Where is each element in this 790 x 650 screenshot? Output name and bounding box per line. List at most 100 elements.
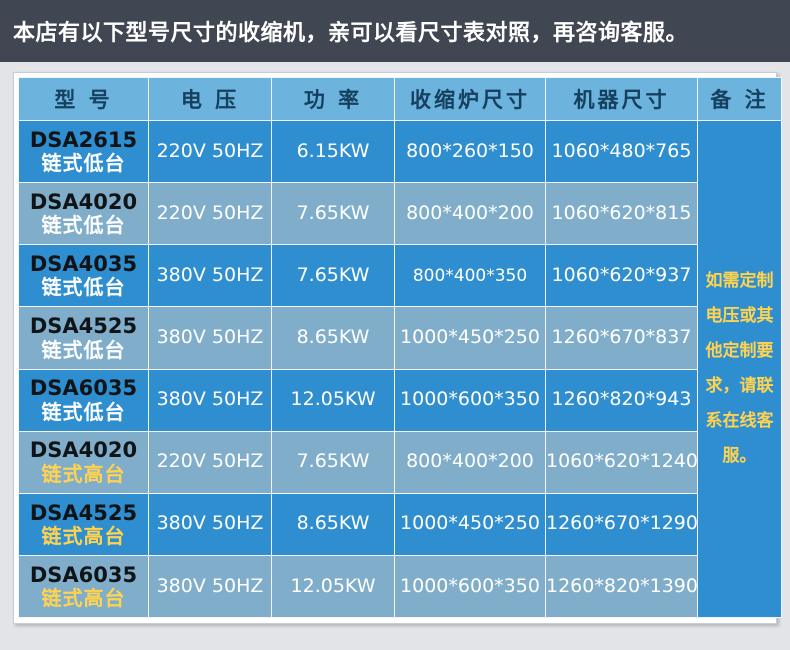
model-subtitle: 链式低台 <box>41 399 126 424</box>
cell-machine-size: 1060*620*937 <box>545 244 698 308</box>
cell-machine-size: 1260*670*1290 <box>545 492 698 556</box>
cell-voltage: 380V 50HZ <box>148 368 272 432</box>
cell-oven-size-text: 1000*600*350 <box>400 574 540 597</box>
cell-machine-size-text: 1060*480*765 <box>551 139 692 162</box>
cell-oven-size: 800*400*200 <box>394 430 546 494</box>
table-row: DSA4020 链式高台 220V 50HZ 7.65KW 800*400*200 106… <box>18 430 782 494</box>
cell-oven-size-text: 1000*600*350 <box>400 388 540 411</box>
cell-oven-size: 1000*600*350 <box>394 368 546 432</box>
cell-power-text: 7.65KW <box>296 201 370 224</box>
model-code: DSA4035 <box>29 252 138 277</box>
model-subtitle: 链式高台 <box>41 586 126 611</box>
cell-machine-size-text: 1260*820*1390 <box>546 574 698 597</box>
cell-oven-size-text: 1000*450*250 <box>400 326 540 349</box>
cell-power: 8.65KW <box>271 492 395 556</box>
cell-voltage-text: 380V 50HZ <box>156 574 264 597</box>
model-code: DSA6035 <box>29 376 138 401</box>
column-header-model: 型 号 <box>18 77 149 121</box>
cell-model: DSA2615 链式低台 <box>18 119 149 184</box>
cell-power-text: 6.15KW <box>296 139 370 162</box>
spec-table-frame: 型 号 电 压 功 率 收缩炉尺寸 机器尺寸 备 注 DSA2615 链式低台 22… <box>13 72 782 624</box>
cell-power: 6.15KW <box>271 119 395 184</box>
cell-machine-size: 1260*820*1390 <box>545 554 698 619</box>
model-code: DSA4020 <box>29 189 138 214</box>
cell-machine-size: 1260*670*837 <box>545 306 698 370</box>
cell-power-text: 12.05KW <box>290 574 376 597</box>
model-subtitle: 链式低台 <box>41 275 126 300</box>
model-code: DSA6035 <box>29 562 138 587</box>
cell-voltage-text: 380V 50HZ <box>156 388 264 411</box>
spec-table: 型 号 电 压 功 率 收缩炉尺寸 机器尺寸 备 注 DSA2615 链式低台 22… <box>18 77 782 619</box>
cell-model: DSA4020 链式高台 <box>18 430 149 494</box>
cell-model: DSA4525 链式低台 <box>18 306 149 370</box>
cell-machine-size-text: 1060*620*937 <box>551 263 692 286</box>
banner: 本店有以下型号尺寸的收缩机，亲可以看尺寸表对照，再咨询客服。 <box>0 0 790 62</box>
cell-model: DSA4020 链式低台 <box>18 182 149 246</box>
cell-oven-size-text: 1000*450*250 <box>400 512 540 535</box>
cell-machine-size-text: 1260*820*943 <box>551 388 692 411</box>
cell-machine-size: 1060*620*1240 <box>545 430 698 494</box>
cell-machine-size-text: 1060*620*1240 <box>546 450 698 473</box>
table-row: DSA4525 链式高台 380V 50HZ 8.65KW 1000*450*250 12… <box>18 492 782 556</box>
cell-oven-size-text: 800*400*200 <box>406 201 534 224</box>
cell-voltage: 220V 50HZ <box>148 430 272 494</box>
table-row: DSA4035 链式低台 380V 50HZ 7.65KW 800*400*350 106… <box>18 244 782 308</box>
cell-voltage-text: 380V 50HZ <box>156 263 264 286</box>
cell-power: 12.05KW <box>271 368 395 432</box>
table-row: DSA4020 链式低台 220V 50HZ 7.65KW 800*400*200 106… <box>18 182 782 246</box>
table-head: 型 号 电 压 功 率 收缩炉尺寸 机器尺寸 备 注 <box>18 77 782 121</box>
cell-machine-size: 1060*480*765 <box>545 119 698 184</box>
cell-model: DSA4035 链式低台 <box>18 244 149 308</box>
banner-title: 本店有以下型号尺寸的收缩机，亲可以看尺寸表对照，再咨询客服。 <box>13 21 689 46</box>
table-row: DSA4525 链式低台 380V 50HZ 8.65KW 1000*450*250 12… <box>18 306 782 370</box>
cell-oven-size: 1000*450*250 <box>394 492 546 556</box>
cell-voltage: 380V 50HZ <box>148 244 272 308</box>
cell-power-text: 12.05KW <box>290 388 376 411</box>
table-row: DSA6035 链式高台 380V 50HZ 12.05KW 1000*600*350 1… <box>18 554 782 619</box>
table-body: DSA2615 链式低台 220V 50HZ 6.15KW 800*260*150 106… <box>18 119 782 619</box>
cell-oven-size: 800*400*350 <box>394 244 546 308</box>
cell-oven-size: 800*260*150 <box>394 119 546 184</box>
cell-voltage-text: 220V 50HZ <box>156 450 264 473</box>
table-row: DSA6035 链式低台 380V 50HZ 12.05KW 1000*600*350 1… <box>18 368 782 432</box>
column-header-power: 功 率 <box>271 77 395 121</box>
cell-power: 7.65KW <box>271 430 395 494</box>
model-code: DSA4525 <box>29 500 138 525</box>
model-subtitle: 链式高台 <box>41 523 126 548</box>
cell-machine-size-text: 1060*620*815 <box>551 201 692 224</box>
cell-power-text: 8.65KW <box>296 512 370 535</box>
cell-model: DSA6035 链式高台 <box>18 554 149 619</box>
cell-oven-size: 1000*450*250 <box>394 306 546 370</box>
cell-voltage: 220V 50HZ <box>148 119 272 184</box>
cell-voltage-text: 380V 50HZ <box>156 326 264 349</box>
column-header-remark: 备 注 <box>697 77 782 121</box>
column-header-voltage: 电 压 <box>148 77 272 121</box>
cell-oven-size: 800*400*200 <box>394 182 546 246</box>
cell-oven-size-text: 800*260*150 <box>406 139 534 162</box>
cell-voltage: 380V 50HZ <box>148 492 272 556</box>
cell-voltage-text: 220V 50HZ <box>156 201 264 224</box>
model-subtitle: 链式低台 <box>41 151 126 176</box>
cell-machine-size-text: 1260*670*837 <box>551 326 692 349</box>
column-header-oven-size: 收缩炉尺寸 <box>394 77 546 121</box>
remark-text: 如需定制电压或其他定制要求，请联系在线客服。 <box>705 271 774 466</box>
cell-power: 7.65KW <box>271 244 395 308</box>
cell-voltage-text: 380V 50HZ <box>156 512 264 535</box>
cell-power: 8.65KW <box>271 306 395 370</box>
table-row: DSA2615 链式低台 220V 50HZ 6.15KW 800*260*150 106… <box>18 119 782 618</box>
cell-model: DSA6035 链式低台 <box>18 368 149 432</box>
model-subtitle: 链式高台 <box>41 461 126 486</box>
cell-oven-size-text: 800*400*200 <box>406 450 534 473</box>
cell-power-text: 7.65KW <box>296 450 370 473</box>
cell-power-text: 8.65KW <box>296 326 370 349</box>
cell-voltage: 380V 50HZ <box>148 554 272 619</box>
cell-machine-size: 1060*620*815 <box>545 182 698 246</box>
cell-voltage-text: 220V 50HZ <box>156 139 264 162</box>
cell-voltage: 380V 50HZ <box>148 306 272 370</box>
model-code: DSA2615 <box>29 127 138 152</box>
cell-power: 12.05KW <box>271 554 395 619</box>
cell-oven-size: 1000*600*350 <box>394 554 546 619</box>
model-subtitle: 链式低台 <box>41 213 126 238</box>
model-code: DSA4525 <box>29 314 138 339</box>
